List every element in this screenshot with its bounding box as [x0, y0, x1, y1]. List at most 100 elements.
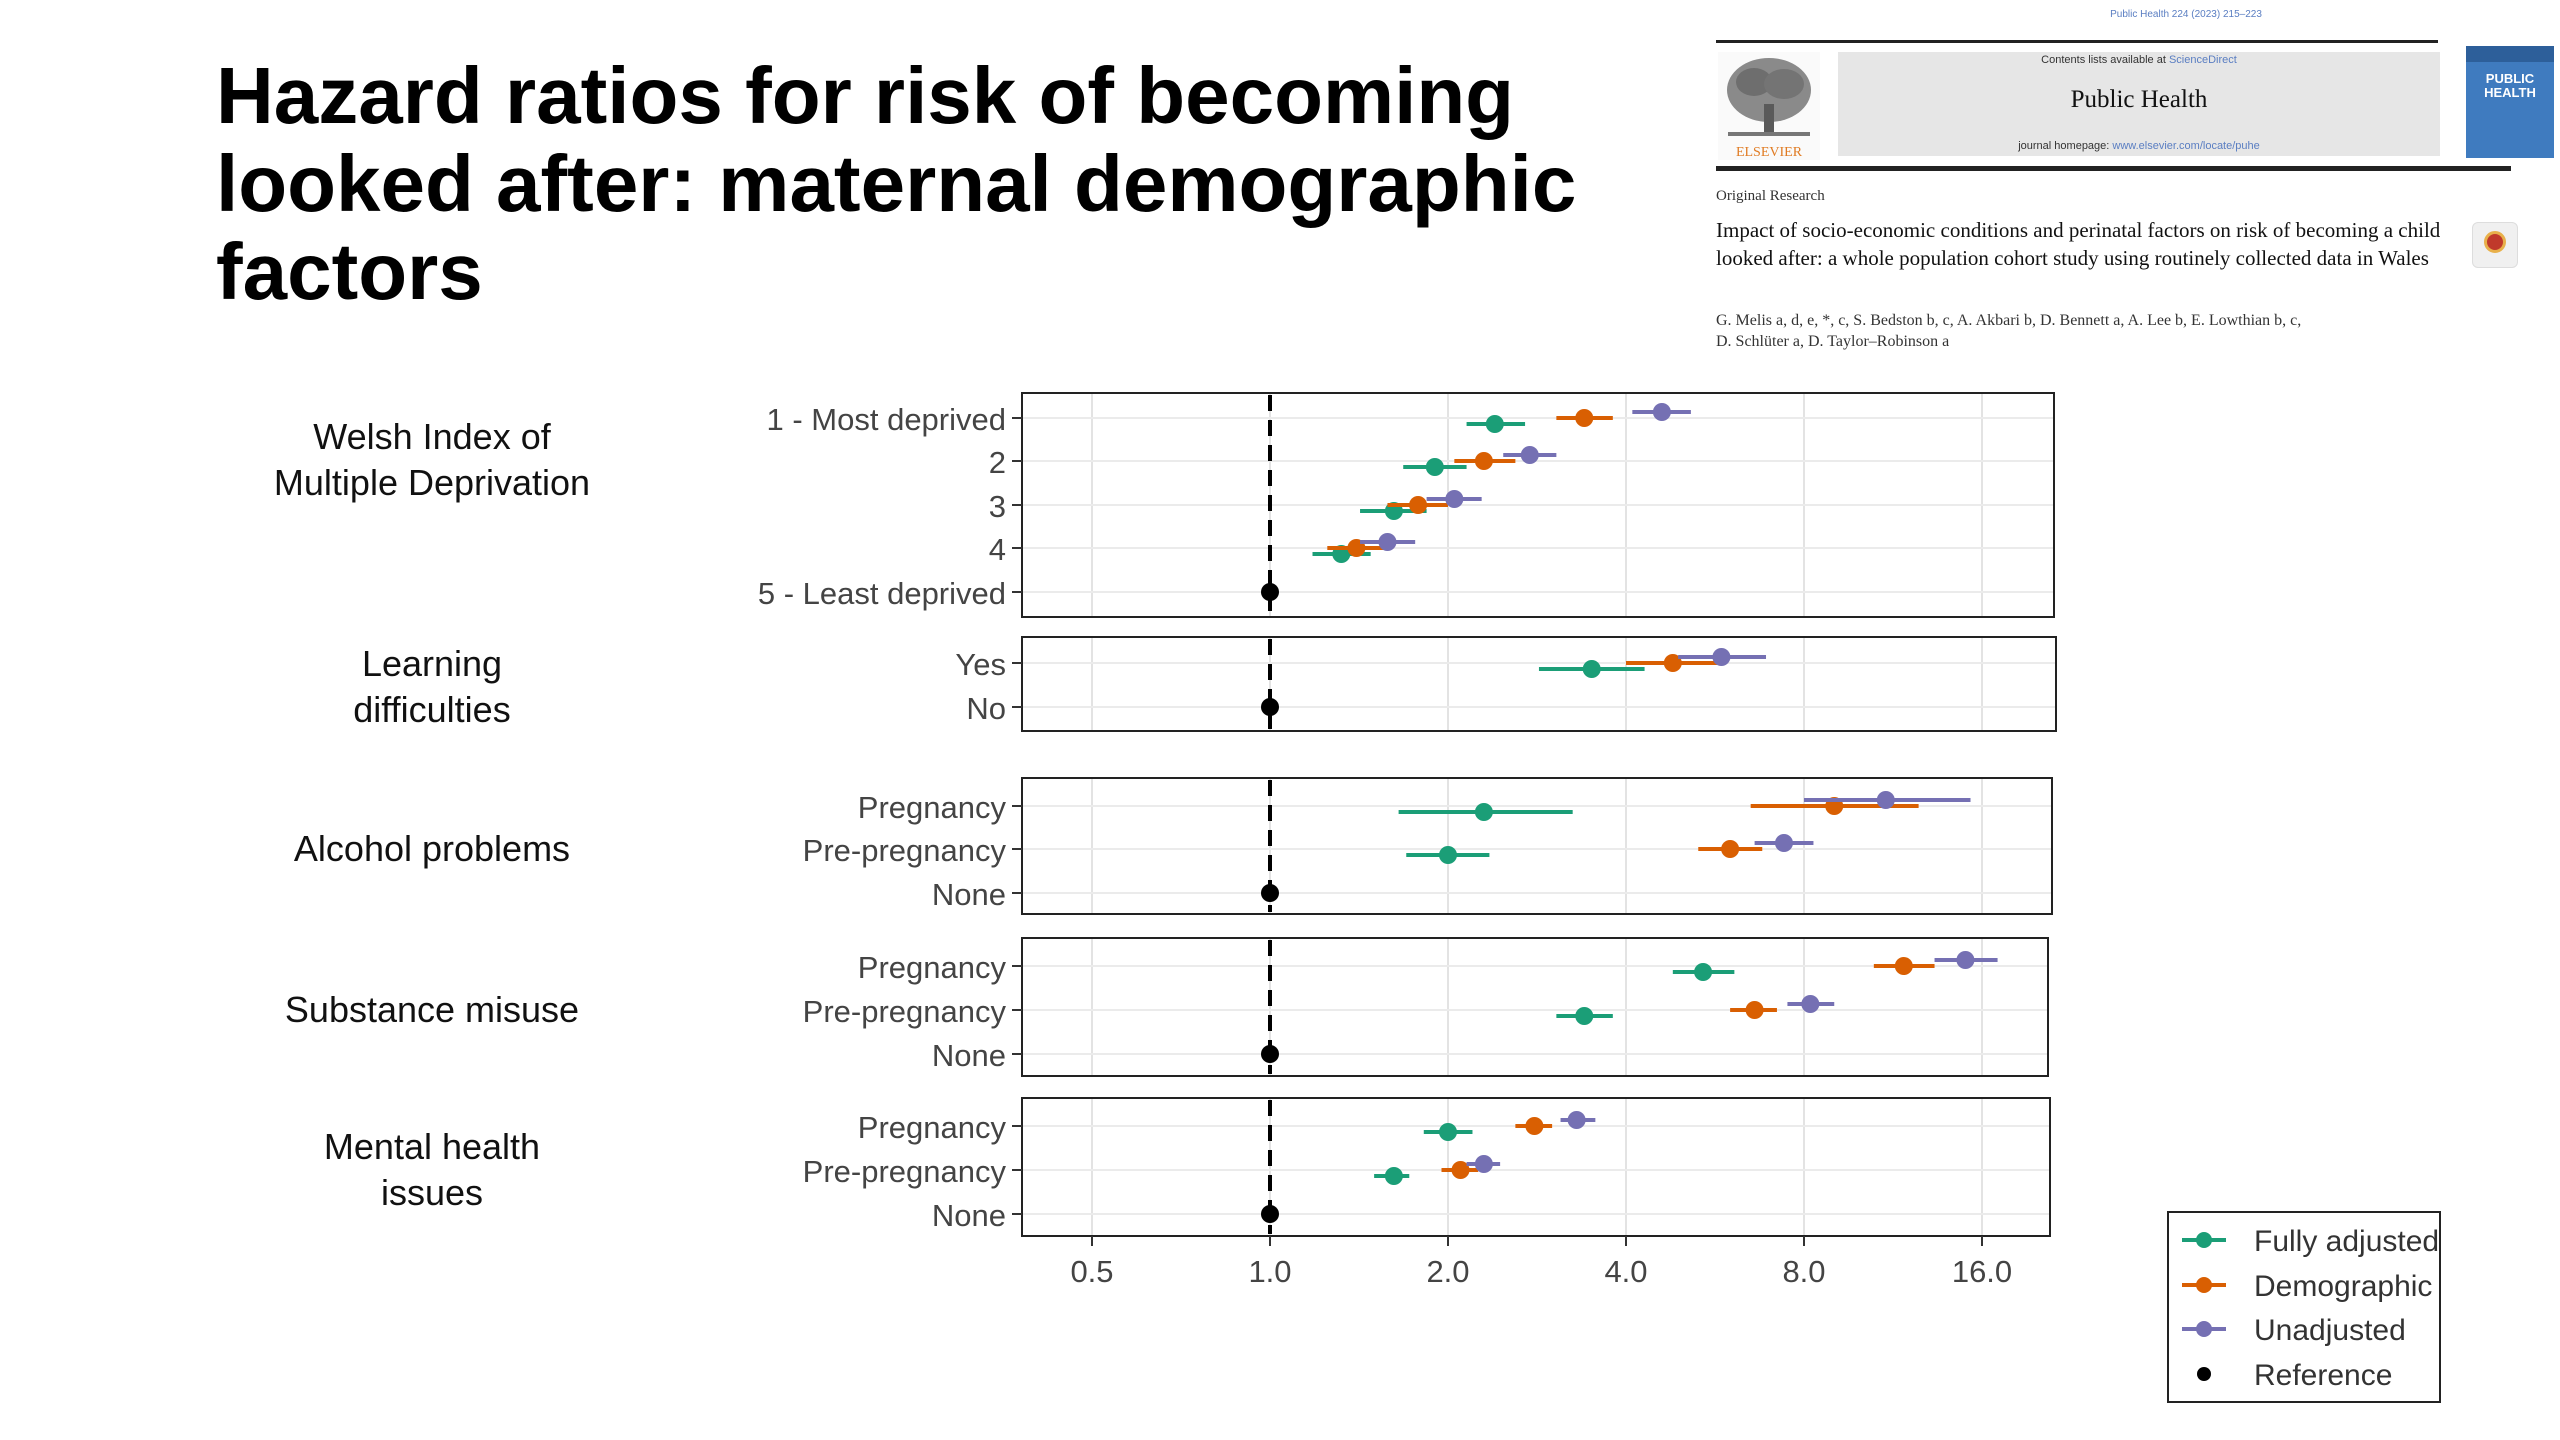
y-tick-label: Pre-pregnancy — [803, 994, 1007, 1029]
panel-label: Alcohol problems — [294, 828, 570, 869]
header-rule-bottom — [1716, 166, 2511, 171]
point-demographic — [1721, 840, 1740, 858]
point-unadjusted — [1652, 403, 1671, 421]
panel-3: Substance misuse Pregnancy Pre-pregnancy No… — [285, 937, 2049, 1077]
legend-swatch-point — [2197, 1367, 2211, 1381]
article-title: Impact of socio-economic conditions and … — [1716, 218, 2441, 270]
point-unadjusted — [1378, 533, 1397, 551]
author-line-1: G. Melis a, d, e, *, c, S. Bedston b, c,… — [1716, 312, 2302, 329]
journal-cover: PUBLIC HEALTH — [2466, 46, 2554, 158]
x-tick-label: 8.0 — [1782, 1254, 1825, 1289]
journal-banner: Contents lists available at ScienceDirec… — [1838, 52, 2440, 156]
publisher-wordmark: ELSEVIER — [1736, 145, 1803, 160]
y-tick-label: 1 - Most deprived — [767, 402, 1007, 437]
panel-label: Mental health issues — [324, 1126, 540, 1213]
panel-4: Mental health issues Pregnancy Pre-pregnanc… — [324, 1097, 2051, 1237]
header-rule-top — [1716, 40, 2438, 43]
point-fully-adjusted — [1694, 963, 1713, 981]
panel-label-line: issues — [381, 1172, 483, 1213]
panel-label-line: Multiple Deprivation — [274, 462, 590, 503]
point-demographic — [1745, 1001, 1764, 1019]
panel-frame — [1021, 937, 2049, 1077]
point-unadjusted — [1474, 1155, 1493, 1173]
panel-label: Welsh Index of Multiple Deprivation — [274, 416, 590, 503]
point-demographic — [1894, 957, 1913, 975]
point-unadjusted — [1956, 951, 1975, 969]
contents-note: Contents lists available at ScienceDirec… — [2041, 54, 2237, 66]
point-unadjusted — [1445, 490, 1464, 508]
y-tick-label: Yes — [955, 647, 1006, 682]
panel-label: Learning difficulties — [353, 643, 510, 730]
point-fully-adjusted — [1425, 458, 1444, 476]
y-tick-label: Pregnancy — [858, 1110, 1007, 1145]
journal-name: Public Health — [2070, 86, 2208, 113]
x-tick-label: 16.0 — [1952, 1254, 2012, 1289]
point-unadjusted — [1774, 834, 1793, 852]
y-tick-label: 4 — [989, 532, 1006, 567]
panel-1: Learning difficulties Yes No — [353, 636, 2057, 732]
panel-label-line: Substance misuse — [285, 989, 579, 1030]
x-tick-label: 1.0 — [1248, 1254, 1291, 1289]
panel-frame — [1021, 636, 2057, 732]
y-tick-label: Pre-pregnancy — [803, 833, 1007, 868]
elsevier-logo: ELSEVIER — [1718, 52, 1820, 160]
point-unadjusted — [1520, 446, 1539, 464]
panel-label-line: Learning — [362, 643, 502, 684]
crossmark-icon[interactable] — [2472, 222, 2518, 268]
legend-label: Unadjusted — [2254, 1314, 2406, 1347]
y-tick-label: Pregnancy — [858, 950, 1007, 985]
point-demographic — [1525, 1117, 1544, 1135]
paper-citation[interactable]: Public Health 224 (2023) 215–223 — [2110, 9, 2262, 20]
author-line-2: D. Schlüter a, D. Taylor–Robinson a — [1716, 333, 1950, 350]
y-tick-label: None — [932, 1198, 1006, 1233]
legend-swatch-point — [2196, 1321, 2212, 1337]
homepage-link[interactable]: www.elsevier.com/locate/puhe — [2112, 140, 2260, 152]
legend-swatch-point — [2196, 1277, 2212, 1293]
legend: Fully adjusted Demographic Unadjusted Refer… — [2167, 1211, 2441, 1403]
point-fully-adjusted — [1439, 846, 1457, 864]
panel-label-line: difficulties — [353, 689, 510, 730]
x-tick-label: 2.0 — [1426, 1254, 1469, 1289]
legend-swatch-point — [2196, 1232, 2212, 1248]
y-tick-label: No — [966, 691, 1006, 726]
reference-point — [1261, 583, 1279, 601]
point-unadjusted — [1567, 1111, 1586, 1129]
reference-point — [1261, 1045, 1279, 1063]
point-fully-adjusted — [1582, 660, 1601, 678]
elsevier-tree-icon: ELSEVIER — [1718, 52, 1820, 160]
panel-label-line: Alcohol problems — [294, 828, 570, 869]
legend-label: Reference — [2254, 1359, 2392, 1392]
y-tick-label: 2 — [989, 445, 1006, 480]
sciencedirect-link[interactable]: ScienceDirect — [2168, 54, 2237, 66]
y-tick-label: 3 — [989, 489, 1006, 524]
point-unadjusted — [1712, 648, 1731, 666]
point-demographic — [1451, 1161, 1470, 1179]
panel-2: Alcohol problems Pregnancy Pre-pregnancy No… — [294, 777, 2053, 915]
reference-point — [1261, 884, 1279, 902]
y-tick-label: None — [932, 1038, 1006, 1073]
point-demographic — [1474, 452, 1493, 470]
panel-label-line: Welsh Index of — [313, 416, 551, 457]
slide-title: Hazard ratios for risk of becoming looke… — [216, 51, 1577, 316]
reference-point — [1261, 698, 1279, 716]
cover-label: PUBLIC HEALTH — [2484, 71, 2536, 100]
legend-label: Fully adjusted — [2254, 1225, 2439, 1258]
article-type: Original Research — [1716, 188, 1825, 204]
paper-header-thumbnail: Public Health 224 (2023) 215–223 ELSEVIE… — [1716, 0, 2554, 370]
journal-homepage: journal homepage: www.elsevier.com/locat… — [2018, 140, 2260, 152]
point-fully-adjusted — [1439, 1123, 1457, 1141]
author-list: G. Melis a, d, e, *, c, S. Bedston b, c,… — [1716, 310, 2456, 352]
point-fully-adjusted — [1575, 1007, 1594, 1025]
point-fully-adjusted — [1485, 415, 1504, 433]
y-tick-label: Pre-pregnancy — [803, 1154, 1007, 1189]
point-unadjusted — [1801, 995, 1820, 1013]
point-demographic — [1575, 409, 1594, 427]
point-fully-adjusted — [1474, 803, 1493, 821]
panel-label: Substance misuse — [285, 989, 579, 1030]
legend-frame — [2167, 1211, 2441, 1403]
y-tick-label: 5 - Least deprived — [758, 576, 1006, 611]
x-tick-label: 4.0 — [1604, 1254, 1647, 1289]
y-tick-label: None — [932, 877, 1006, 912]
point-unadjusted — [1876, 791, 1895, 809]
